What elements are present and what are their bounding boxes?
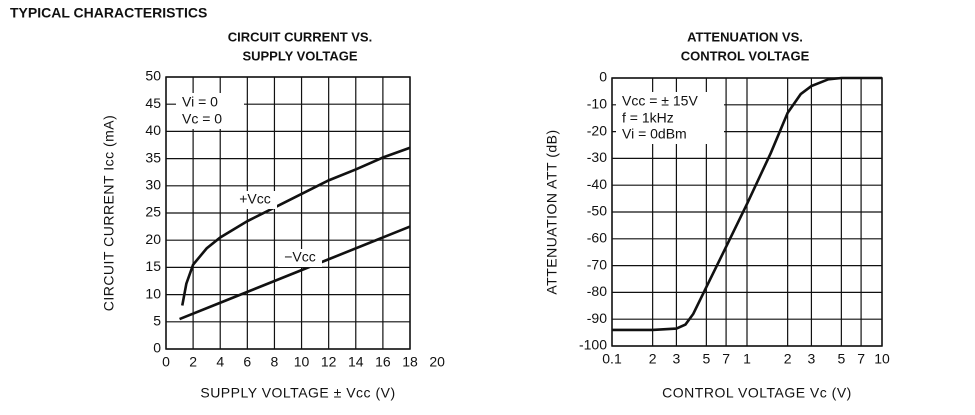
x-tick-label: 2	[784, 351, 792, 367]
x-tick-label: 20	[429, 354, 445, 370]
data-line	[179, 225, 411, 321]
x-tick-label: 7	[722, 351, 730, 367]
y-tick-label: 10	[145, 285, 161, 301]
x-tick-label: 14	[348, 354, 364, 370]
x-tick-label: 0.1	[602, 351, 622, 367]
y-tick-label: 40	[145, 122, 161, 138]
y-tick-label: 5	[153, 313, 161, 329]
annotation-box	[616, 92, 724, 144]
y-tick-label: 30	[145, 177, 161, 193]
y-tick-label: 0	[153, 340, 161, 356]
series-label-bg	[278, 249, 322, 267]
x-tick-label: 10	[294, 354, 310, 370]
plot-frame	[611, 77, 883, 347]
annotation-box	[176, 93, 244, 129]
y-tick-label: 50	[145, 68, 161, 84]
plot-frame	[165, 76, 411, 350]
series-label-bg	[233, 191, 277, 209]
y-tick-label: -100	[579, 337, 607, 353]
annotation: Vi = 0dBm	[622, 126, 687, 142]
annotation: Vc = 0	[182, 111, 222, 127]
x-tick-label: 4	[216, 354, 224, 370]
chart-title: CONTROL VOLTAGE	[681, 48, 810, 63]
x-tick-label: 5	[702, 351, 710, 367]
x-axis-label: CONTROL VOLTAGE Vc (V)	[662, 385, 852, 401]
series-label: −Vcc	[284, 249, 316, 265]
x-tick-label: 2	[189, 354, 197, 370]
y-tick-label: 35	[145, 149, 161, 165]
chart-title: ATTENUATION VS.	[687, 29, 803, 44]
y-tick-label: 45	[145, 95, 161, 111]
x-axis-label: SUPPLY VOLTAGE ± Vcc (V)	[200, 385, 395, 401]
x-tick-label: 18	[402, 354, 418, 370]
y-tick-label: -30	[587, 149, 607, 165]
y-tick-label: -80	[587, 283, 607, 299]
y-tick-label: 15	[145, 258, 161, 274]
x-tick-label: 2	[649, 351, 657, 367]
y-tick-label: 0	[599, 69, 607, 85]
y-tick-label: -60	[587, 230, 607, 246]
chart-title: CIRCUIT CURRENT VS.	[228, 29, 372, 44]
x-tick-label: 12	[321, 354, 337, 370]
y-tick-label: -10	[587, 96, 607, 112]
y-tick-label: -50	[587, 203, 607, 219]
y-tick-label: 25	[145, 204, 161, 220]
x-tick-label: 1	[743, 351, 751, 367]
chart-title: SUPPLY VOLTAGE	[242, 48, 357, 63]
x-tick-label: 16	[375, 354, 391, 370]
y-tick-label: -20	[587, 122, 607, 138]
x-tick-label: 0	[162, 354, 170, 370]
annotation: Vcc = ± 15V	[622, 93, 698, 109]
annotation: Vi = 0	[182, 94, 218, 110]
x-tick-label: 3	[673, 351, 681, 367]
annotation: f = 1kHz	[622, 110, 674, 126]
y-tick-label: -90	[587, 310, 607, 326]
y-tick-label: 20	[145, 231, 161, 247]
x-tick-label: 5	[837, 351, 845, 367]
series-label: +Vcc	[239, 191, 271, 207]
y-tick-label: -40	[587, 176, 607, 192]
y-axis-label: CIRCUIT CURRENT Icc (mA)	[101, 115, 117, 312]
heading: TYPICAL CHARACTERISTICS	[10, 5, 207, 21]
y-axis-label: ATTENUATION ATT (dB)	[544, 129, 560, 294]
data-line	[180, 146, 411, 306]
x-tick-label: 10	[874, 351, 890, 367]
data-line	[612, 76, 882, 332]
x-tick-label: 6	[243, 354, 251, 370]
y-tick-label: -70	[587, 256, 607, 272]
x-tick-label: 7	[857, 351, 865, 367]
x-tick-label: 3	[808, 351, 816, 367]
x-tick-label: 8	[271, 354, 279, 370]
